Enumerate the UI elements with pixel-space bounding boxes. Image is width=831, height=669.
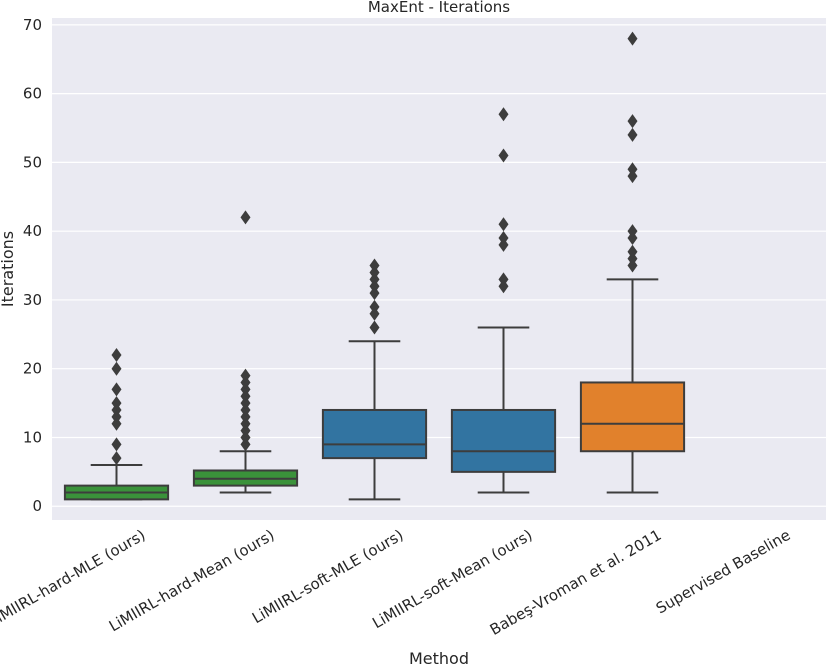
- outlier-point: [627, 244, 638, 259]
- box-series: [63, 31, 686, 501]
- outlier-point: [498, 272, 509, 287]
- outlier-point: [498, 107, 509, 122]
- outlier-point: [627, 162, 638, 177]
- y-tick-0: 0: [32, 497, 42, 515]
- outlier-point: [111, 437, 122, 452]
- outlier-point: [111, 382, 122, 397]
- y-axis-title: Iterations: [0, 231, 17, 307]
- plot-background: [52, 18, 826, 520]
- outlier-point: [111, 347, 122, 362]
- outlier-point: [369, 258, 380, 273]
- outlier-point: [111, 396, 122, 411]
- y-tick-20: 20: [23, 360, 42, 378]
- outlier-point: [111, 451, 122, 466]
- box-iqr: [579, 381, 686, 453]
- box-1: [63, 347, 170, 501]
- outlier-point: [498, 148, 509, 163]
- box-3: [321, 258, 428, 501]
- y-tick-50: 50: [23, 153, 42, 171]
- outlier-point: [627, 224, 638, 239]
- y-tick-labels: 0 10 20 30 40 50 60 70: [23, 16, 42, 515]
- outlier-point: [111, 361, 122, 376]
- grid-lines: [52, 24, 826, 507]
- outlier-point: [240, 210, 251, 225]
- x-tick-labels: LiMIIRL-hard-MLE (ours)LiMIIRL-hard-Mean…: [0, 526, 794, 639]
- outlier-point: [498, 217, 509, 232]
- outlier-point: [627, 127, 638, 142]
- box-2: [192, 210, 299, 494]
- box-iqr: [321, 408, 428, 460]
- box-4: [450, 107, 557, 494]
- x-axis-title: Method: [409, 649, 469, 668]
- outlier-point: [240, 368, 251, 383]
- outlier-point: [369, 320, 380, 335]
- outlier-point: [498, 231, 509, 246]
- y-tick-10: 10: [23, 428, 42, 446]
- box-5: [579, 31, 686, 494]
- y-tick-40: 40: [23, 222, 42, 240]
- y-tick-60: 60: [23, 85, 42, 103]
- outlier-point: [369, 299, 380, 314]
- y-tick-30: 30: [23, 291, 42, 309]
- box-iqr: [450, 408, 557, 473]
- y-tick-70: 70: [23, 16, 42, 34]
- x-tick-6: Supervised Baseline: [653, 526, 794, 618]
- chart-title: MaxEnt - Iterations: [368, 0, 510, 16]
- outlier-point: [627, 114, 638, 129]
- outlier-point: [627, 31, 638, 46]
